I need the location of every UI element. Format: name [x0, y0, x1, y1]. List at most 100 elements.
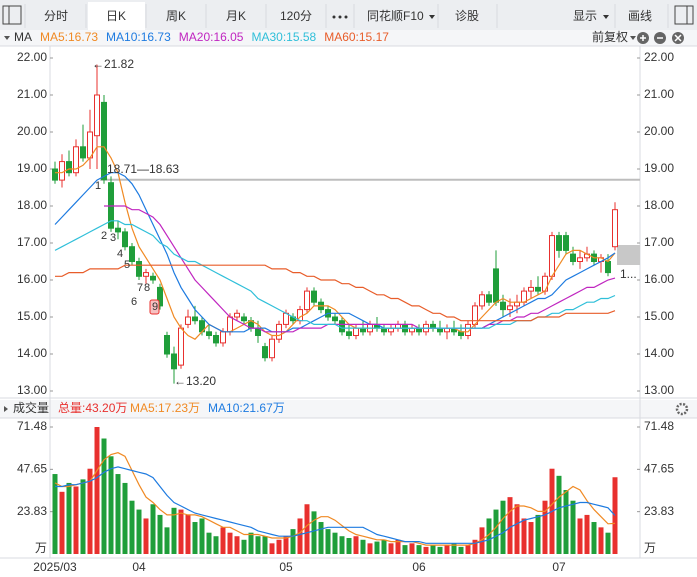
- adjust-button[interactable]: 前复权: [592, 29, 628, 44]
- y-tick-label: 16.00: [17, 272, 47, 286]
- tab[interactable]: 分时: [44, 9, 68, 23]
- candle-body: [192, 316, 198, 322]
- volume-bar: [66, 482, 72, 554]
- volume-bar: [185, 514, 191, 554]
- y-tick-label-right: 47.65: [644, 462, 674, 476]
- dropdown-arrow: [429, 15, 435, 19]
- volume-ma-line: [54, 452, 616, 546]
- candle-body: [521, 290, 527, 303]
- marker: 7: [137, 282, 143, 294]
- candle-body: [542, 275, 548, 292]
- volume-bar: [255, 536, 261, 554]
- tab[interactable]: 日K: [106, 9, 126, 23]
- x-tick-label: 07: [552, 560, 566, 574]
- settings-icon[interactable]: [675, 402, 689, 416]
- y-tick-label-right: 13.00: [644, 383, 674, 397]
- legend-entry: MA10:21.67万: [208, 401, 285, 415]
- volume-bar: [318, 522, 324, 554]
- candle-body: [73, 146, 79, 174]
- y-tick-label: 22.00: [17, 50, 47, 64]
- candle-body: [129, 246, 135, 262]
- volume-bar: [73, 486, 79, 554]
- volume-bar: [101, 438, 107, 554]
- annotation: ←13.20: [174, 374, 216, 388]
- y-tick-label-right: 17.00: [644, 235, 674, 249]
- ma-line: [104, 205, 616, 333]
- candle-body: [157, 286, 163, 307]
- candle-body: [472, 305, 478, 325]
- volume-bar: [521, 518, 527, 554]
- legend-entry: MA5:17.23万: [130, 401, 200, 415]
- candle-body: [535, 286, 541, 292]
- volume-bar: [591, 522, 597, 554]
- y-tick-label: 71.48: [17, 419, 47, 433]
- volume-bar: [241, 539, 247, 554]
- display-button[interactable]: 显示: [573, 9, 597, 23]
- marker: 5: [124, 259, 130, 271]
- candle-body: [213, 335, 219, 344]
- candle-body: [556, 235, 562, 251]
- volume-bar: [192, 522, 198, 554]
- candle-body: [171, 353, 177, 370]
- volume-bar: [59, 491, 65, 554]
- marker: 3: [110, 232, 116, 244]
- volume-bar: [290, 529, 296, 554]
- volume-bar: [339, 536, 345, 554]
- candle-body: [178, 327, 184, 366]
- legend-entry: MA60:15.17: [324, 30, 389, 44]
- volume-bar: [248, 532, 254, 554]
- volume-bar: [87, 468, 93, 554]
- diagnose-button[interactable]: 诊股: [455, 9, 479, 23]
- candle-body: [500, 301, 506, 311]
- collapse-arrow[interactable]: [4, 406, 8, 412]
- volume-bar: [304, 504, 310, 554]
- tab[interactable]: 120分: [280, 9, 312, 23]
- dropdown-arrow: [630, 36, 636, 40]
- volume-bar: [500, 500, 506, 554]
- volume-bar: [199, 518, 205, 554]
- tab[interactable]: 月K: [226, 9, 246, 23]
- volume-bar: [346, 538, 352, 554]
- legend-entry: MA30:15.58: [251, 30, 316, 44]
- volume-bar: [262, 536, 268, 554]
- y-tick-label: 47.65: [17, 462, 47, 476]
- volume-bar: [297, 518, 303, 554]
- candle-body: [94, 94, 100, 137]
- tab[interactable]: 周K: [166, 9, 186, 23]
- candle-body: [234, 312, 240, 318]
- more-icon[interactable]: [332, 15, 348, 19]
- volume-bar: [129, 500, 135, 554]
- volume-bar: [122, 482, 128, 554]
- draw-button[interactable]: 画线: [628, 9, 652, 23]
- candle-body: [227, 316, 233, 333]
- candle-body: [143, 272, 149, 277]
- volume-bar: [507, 497, 513, 554]
- volume-bar: [227, 532, 233, 554]
- volume-bar: [94, 427, 100, 554]
- volume-bar: [178, 509, 184, 554]
- volume-bar: [157, 514, 163, 554]
- candle-body: [262, 346, 268, 359]
- candle-body: [164, 335, 170, 355]
- marker: 4: [117, 248, 123, 260]
- sidebar-icon[interactable]: [2, 5, 22, 25]
- volume-bar: [409, 543, 415, 554]
- candle-body: [185, 316, 191, 325]
- y-tick-label: 15.00: [17, 309, 47, 323]
- volume-bar: [465, 545, 471, 554]
- zoom-buttons[interactable]: [637, 32, 684, 44]
- volume-total: 总量:43.20万: [58, 401, 127, 415]
- f10-button[interactable]: 同花顺F10: [367, 8, 424, 23]
- candle-body: [486, 294, 492, 303]
- collapse-arrow[interactable]: [4, 36, 10, 40]
- volume-bar: [269, 543, 275, 554]
- volume-bar: [437, 546, 443, 554]
- volume-bar: [479, 527, 485, 554]
- candle-body: [304, 290, 310, 311]
- panel-icon[interactable]: [674, 5, 694, 25]
- y-tick-label-right: 19.00: [644, 161, 674, 175]
- volume-bar: [395, 539, 401, 554]
- y-tick-label-right: 22.00: [644, 50, 674, 64]
- candle-body: [612, 209, 618, 248]
- candle-body: [206, 331, 212, 336]
